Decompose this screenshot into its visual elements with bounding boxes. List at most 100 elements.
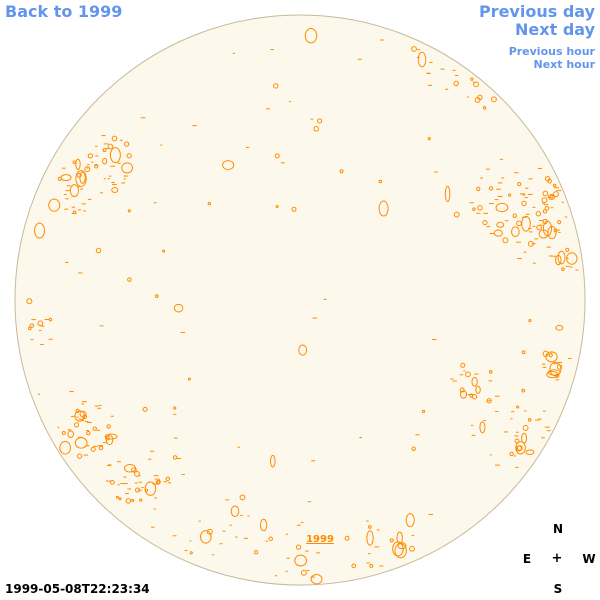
feature-contour [475, 385, 481, 394]
feature-contour [172, 455, 178, 460]
feature-contour [565, 247, 570, 252]
feature-contour [115, 495, 119, 499]
feature-contour [339, 169, 344, 174]
feature-contour [545, 351, 558, 363]
feature-contour [189, 551, 193, 555]
next-day-link[interactable]: Next day [515, 20, 595, 39]
feature-contour [472, 207, 476, 212]
feature-contour [230, 505, 240, 517]
feature-contour [378, 179, 383, 184]
next-hour-link[interactable]: Next hour [533, 58, 596, 71]
feature-contour [421, 409, 426, 414]
feature-contour [273, 83, 279, 89]
feature-contour [521, 200, 527, 207]
feature-contour [87, 153, 94, 159]
back-to-year-link[interactable]: Back to 1999 [5, 2, 123, 21]
feature-contour [59, 440, 72, 455]
feature-contour [131, 498, 135, 502]
feature-contour [482, 219, 488, 226]
feature-contour [295, 544, 302, 550]
feature-contour [107, 143, 114, 150]
feature-contour [310, 573, 323, 585]
feature-contour [521, 350, 526, 355]
feature-contour [527, 417, 532, 422]
feature-contour [409, 545, 415, 552]
feature-contour [275, 204, 279, 209]
feature-contour [367, 525, 372, 529]
feature-contour [27, 326, 32, 331]
feature-contour [121, 162, 134, 174]
feature-contour [552, 183, 557, 188]
feature-contour [156, 479, 161, 484]
feature-contour [511, 226, 520, 238]
feature-contour [253, 549, 259, 555]
feature-contour [490, 96, 497, 103]
feature-contour [187, 377, 191, 381]
solar-disk [14, 14, 586, 586]
feature-contour [521, 388, 526, 393]
feature-contour [98, 445, 104, 451]
feature-contour [517, 182, 522, 187]
feature-contour [460, 362, 466, 368]
feature-contour [48, 198, 61, 212]
feature-contour [110, 479, 115, 485]
feature-contour [109, 147, 121, 164]
compass-south: S [553, 582, 563, 596]
feature-contour [61, 431, 66, 436]
feature-contour [118, 497, 122, 501]
feature-contour [26, 298, 33, 305]
feature-contour [69, 184, 79, 198]
feature-contour [486, 398, 492, 404]
feature-contour [512, 213, 517, 219]
feature-contour [111, 135, 118, 142]
observation-timestamp: 1999-05-08T22:23:34 [5, 582, 150, 596]
feature-contour [127, 209, 131, 213]
feature-contour [369, 563, 374, 568]
feature-contour [123, 141, 130, 147]
feature-contour [102, 157, 108, 165]
feature-contour [515, 441, 526, 455]
feature-contour [291, 206, 297, 212]
feature-contour [222, 160, 235, 171]
previous-hour-link[interactable]: Previous hour [508, 45, 595, 58]
feature-contour [515, 445, 522, 452]
feature-contour [82, 414, 88, 419]
feature-contour [536, 224, 542, 231]
feature-contour [427, 137, 431, 141]
feature-contour [516, 220, 522, 227]
feature-contour [473, 81, 480, 88]
feature-contour [75, 158, 81, 170]
feature-contour [493, 229, 503, 237]
feature-contour [405, 513, 415, 528]
feature-contour [268, 536, 273, 542]
previous-day-link[interactable]: Previous day [478, 2, 595, 21]
feature-contour [514, 438, 520, 444]
feature-contour [482, 106, 487, 110]
feature-contour [84, 166, 91, 173]
feature-contour [75, 170, 87, 187]
feature-contour [154, 294, 159, 298]
feature-contour [86, 430, 91, 436]
feature-contour [298, 344, 308, 356]
feature-contour [126, 153, 132, 159]
feature-contour [522, 424, 529, 431]
feature-contour [488, 370, 493, 374]
feature-contour [495, 202, 509, 213]
feature-contour [144, 488, 149, 493]
compass-west: W [582, 552, 596, 566]
year-link[interactable]: 1999 [306, 534, 334, 545]
feature-contour [304, 28, 318, 44]
feature-contour [525, 449, 535, 455]
feature-contour [48, 317, 53, 322]
feature-contour [274, 153, 280, 159]
feature-contour [411, 46, 417, 52]
feature-contour [535, 211, 542, 217]
feature-contour [557, 250, 566, 265]
feature-contour [488, 186, 494, 191]
feature-contour [104, 433, 118, 440]
feature-contour [165, 476, 170, 482]
feature-contour [67, 430, 74, 438]
feature-contour [139, 498, 143, 502]
feature-contour [459, 387, 465, 393]
